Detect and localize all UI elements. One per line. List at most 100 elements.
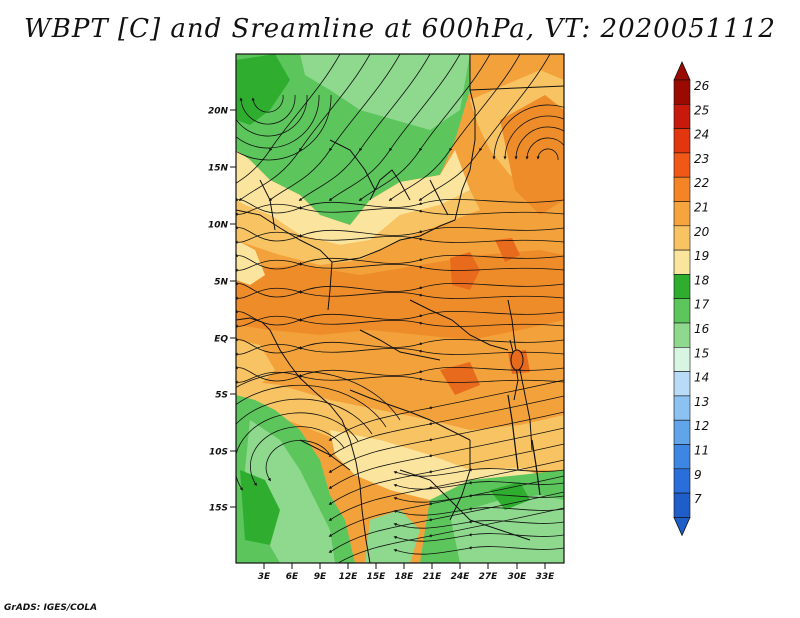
colorbar-swatch [673,419,691,445]
colorbar-label: 11 [694,444,709,458]
colorbar-top-arrow [673,61,691,81]
border-line [299,439,351,471]
lake-malawi [531,439,541,496]
colorbar-swatch [673,298,691,324]
lat-label: 10S [209,448,228,458]
map-frame [235,53,565,564]
border-line [331,219,456,263]
streamline [236,94,320,149]
southcentral-redorange-patch [440,362,480,395]
colorbar-label: 20 [694,225,710,239]
border-line [236,209,333,311]
colorbar-swatch [673,395,691,421]
colorbar: 26 25 24 23 22 21 20 19 18 17 16 15 14 13 12 11 9 7 [673,61,710,537]
lake-tanganyika [507,394,519,471]
streamline [393,546,564,555]
northwest-darkgreen-region [236,54,290,125]
border-line [359,329,441,361]
lat-label: 10N [208,221,229,231]
border-line [449,440,471,521]
colorbar-swatch [673,201,691,227]
chart-title: WBPT [C] and Sreamline at 600hPa, VT: 20… [24,14,776,44]
north-yellow-band [236,190,480,265]
streamline [236,94,308,137]
lon-label: 12E [339,572,359,582]
colorbar-label: 21 [694,201,709,215]
streamline [236,287,564,300]
colorbar-swatch [673,104,691,129]
streamline [393,533,564,542]
streamline [393,481,564,490]
border-line [236,317,371,563]
border-line [469,85,564,91]
colorbar-swatch [673,492,691,518]
lon-label: 18E [395,572,415,582]
east-redorange-patch [495,238,520,262]
colorbar-label: 9 [694,468,702,482]
streamline [236,412,359,491]
colorbar-label: 18 [694,273,710,287]
streamline [236,343,564,356]
southwest-darkgreen-region [240,470,280,545]
lon-label: 33E [536,572,556,582]
streamline [393,507,564,516]
colorbar-label: 23 [694,152,709,166]
border-line [259,179,276,231]
lat-label: 5S [215,391,228,401]
lon-label: 15E [367,572,387,582]
streamlines [236,54,564,563]
colorbar-label: 22 [694,176,709,190]
central-redorange-patch [450,252,480,290]
latitude-axis: 20N 15N 10N 5N EQ 5S 10S 15S [208,107,236,514]
lat-label: 5N [214,278,228,288]
streamline [236,231,564,244]
colorbar-swatch [673,274,691,299]
colorbar-swatch [673,346,691,372]
streamline [236,371,401,421]
southeast-lightgreen-region [450,495,564,563]
colorbar-label: 25 [694,103,709,117]
lon-label: 24E [451,572,471,582]
streamline [536,148,559,161]
border-line [429,179,449,216]
streamline [265,440,331,482]
longitude-axis: 3E 6E 9E 12E 15E 18E 21E 24E 27E 30E 33E [258,563,555,582]
colorbar-swatch [673,468,691,494]
lake-victoria [510,349,524,371]
colorbar-swatch [673,225,691,251]
colorbar-label: 14 [694,371,709,385]
country-borders [236,54,564,563]
lat-label: 20N [208,107,229,117]
border-line [399,469,531,541]
northeast-darkorange-region [500,95,564,215]
colorbar-swatch [673,176,691,202]
streamline [236,398,373,435]
border-line [329,139,376,191]
streamline [236,371,564,384]
streamline [236,315,564,328]
colorbar-swatch [673,128,691,154]
border-line [349,389,471,441]
streamline [236,94,332,161]
grads-credit: GrADS: IGES/COLA [4,603,98,613]
streamline [514,126,564,160]
north-lightgreen-region [300,54,470,130]
lon-label: 30E [508,572,528,582]
streamline [525,137,564,160]
colorbar-label: 16 [694,322,710,336]
colorbar-bottom-arrow [673,517,691,537]
streamline [503,115,564,160]
border-line [409,299,509,351]
streamline [249,426,345,487]
streamline [393,520,564,529]
streamline [236,203,564,216]
colorbar-label: 26 [694,79,710,93]
southeast-darkgreen-patch [490,482,530,510]
lat-label: 15N [208,164,229,174]
colorbar-swatch [673,249,691,275]
colorbar-swatch [673,322,691,348]
colorbar-swatch [673,79,691,105]
colorbar-swatch [673,371,691,397]
north-paleyellow-band [236,150,470,245]
